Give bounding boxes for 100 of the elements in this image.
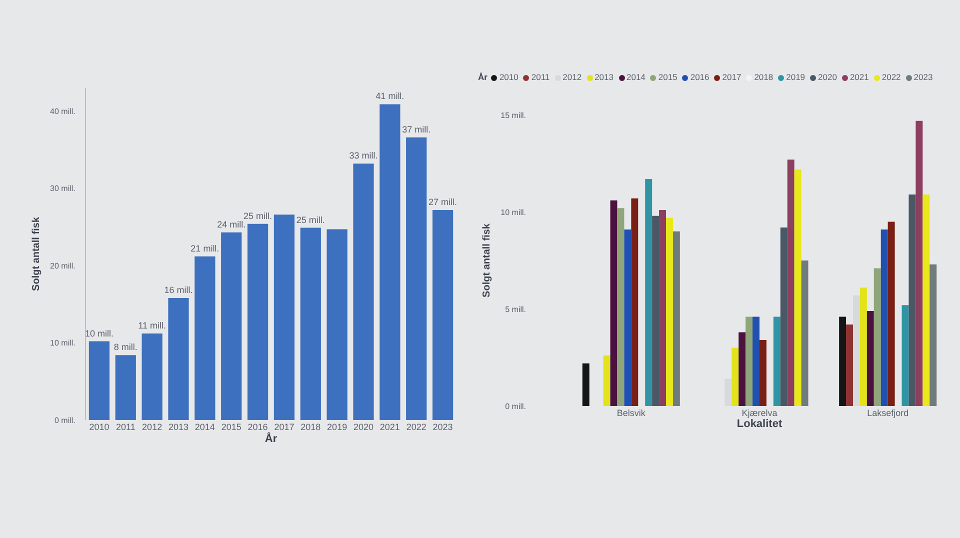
x-axis-title: År xyxy=(264,432,278,445)
data-label: 24 mill. xyxy=(217,219,246,230)
bar xyxy=(645,179,652,406)
data-label: 16 mill. xyxy=(164,285,193,296)
legend-label: 2012 xyxy=(562,72,582,83)
x-tick-label: 2016 xyxy=(248,422,268,432)
x-axis-title: Lokalitet xyxy=(736,418,782,430)
y-tick-label: 10 mill. xyxy=(500,208,526,217)
bar xyxy=(902,305,909,406)
bar xyxy=(326,229,348,420)
bar xyxy=(168,298,189,420)
bar xyxy=(888,222,895,406)
legend-title: År xyxy=(478,72,488,83)
bar xyxy=(780,228,788,406)
bar xyxy=(652,216,660,406)
legend-label: 2015 xyxy=(658,72,678,83)
data-label: 27 mill. xyxy=(428,196,458,207)
legend-label: 2010 xyxy=(499,72,518,83)
bar xyxy=(659,210,666,406)
data-label: 10 mill. xyxy=(84,328,114,338)
x-tick-label: 2013 xyxy=(168,422,189,432)
legend-label: 2017 xyxy=(722,72,742,83)
data-label: 25 mill. xyxy=(244,210,272,221)
bar xyxy=(866,310,874,406)
legend-label: 2019 xyxy=(786,72,806,83)
bar xyxy=(247,224,268,420)
bar xyxy=(624,229,632,406)
bar xyxy=(194,256,216,420)
y-tick-label: 15 mill. xyxy=(500,110,526,120)
legend-label: 2014 xyxy=(626,72,646,83)
y-tick-label: 40 mill. xyxy=(50,106,76,116)
y-axis-title: Solgt antall fisk xyxy=(31,216,42,291)
bar xyxy=(221,232,242,420)
y-tick-label: 10 mill. xyxy=(50,338,76,348)
bar xyxy=(922,194,930,406)
bar xyxy=(860,288,867,406)
bar xyxy=(672,231,680,406)
x-tick-label: 2019 xyxy=(327,422,348,432)
x-tick-label: 2014 xyxy=(194,422,215,432)
legend-label: 2013 xyxy=(594,72,614,83)
bar xyxy=(732,348,739,406)
data-label: 41 mill. xyxy=(376,91,404,102)
bar xyxy=(916,120,923,406)
bar xyxy=(787,160,794,406)
bar xyxy=(142,334,162,420)
bar xyxy=(617,208,624,406)
bar xyxy=(846,324,853,406)
data-label: 37 mill. xyxy=(402,124,431,134)
x-tick-label: 2022 xyxy=(406,422,426,432)
y-tick-label: 30 mill. xyxy=(50,184,76,194)
bar xyxy=(724,378,732,406)
legend-label: 2011 xyxy=(531,72,550,83)
legend-label: 2016 xyxy=(690,72,710,83)
bar xyxy=(115,355,136,420)
bar xyxy=(874,268,881,406)
bar xyxy=(406,137,427,420)
bar xyxy=(738,332,746,406)
x-tick-label: 2015 xyxy=(221,422,242,432)
y-tick-label: 0 mill. xyxy=(505,402,526,411)
bar xyxy=(582,363,590,406)
bar xyxy=(880,229,888,406)
data-label: 33 mill. xyxy=(349,150,378,161)
x-tick-label: 2021 xyxy=(380,422,400,432)
bar xyxy=(666,218,673,406)
bar xyxy=(853,295,860,406)
x-tick-label: 2011 xyxy=(116,422,136,432)
data-label: 21 mill. xyxy=(190,243,220,254)
y-axis-title: Solgt antall fisk xyxy=(482,223,493,298)
bar xyxy=(760,340,766,406)
legend-label: 2021 xyxy=(850,72,869,83)
legend-label: 2022 xyxy=(882,72,901,83)
x-tick-label: Laksefjord xyxy=(867,408,909,418)
data-label: 8 mill. xyxy=(114,342,138,352)
x-tick-label: 2023 xyxy=(432,422,453,432)
bar xyxy=(610,200,618,406)
bar xyxy=(631,198,638,406)
bar xyxy=(603,356,610,406)
x-tick-label: 2018 xyxy=(300,422,321,432)
bar xyxy=(908,194,916,406)
legend-label: 2020 xyxy=(818,72,837,83)
bar xyxy=(88,341,110,420)
bar xyxy=(794,169,802,406)
x-tick-label: 2020 xyxy=(353,422,374,432)
bar xyxy=(746,316,753,406)
data-label: 25 mill. xyxy=(296,214,325,225)
x-tick-label: 2012 xyxy=(142,422,162,432)
legend-label: 2018 xyxy=(754,72,774,83)
y-tick-label: 0 mill. xyxy=(54,416,76,425)
x-tick-label: Belsvik xyxy=(616,408,646,418)
y-tick-label: 20 mill. xyxy=(50,261,76,270)
bar xyxy=(274,214,295,420)
x-tick-label: Kjærelva xyxy=(742,408,778,418)
legend-label: 2023 xyxy=(914,72,933,83)
x-tick-label: 2010 xyxy=(89,422,110,432)
bar xyxy=(930,264,937,406)
data-label: 11 mill. xyxy=(138,320,166,331)
bar xyxy=(380,104,400,420)
bar xyxy=(839,316,846,406)
bar xyxy=(773,316,780,406)
bar xyxy=(300,228,321,420)
